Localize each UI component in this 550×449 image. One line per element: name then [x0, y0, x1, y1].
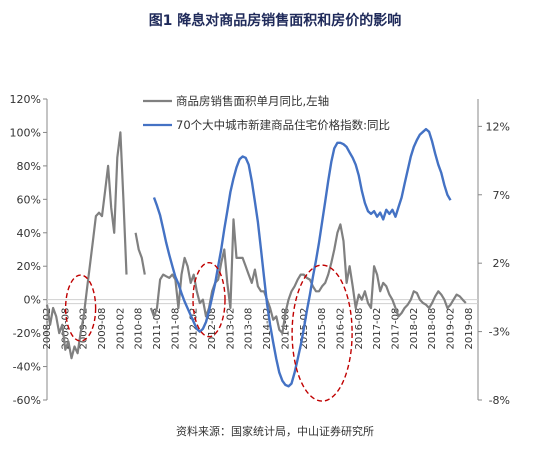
highlight-circle-2 — [192, 261, 226, 338]
right-tick-label: 2% — [493, 257, 510, 270]
x-tick-label: 2008-08 — [60, 308, 71, 350]
sales-series-line — [45, 131, 467, 360]
right-tick-label: -3% — [489, 326, 510, 339]
left-tick-label: 20% — [17, 260, 41, 273]
left-tick-label: 0% — [24, 294, 41, 307]
x-tick-label: 2017-08 — [390, 308, 401, 350]
x-tick-label: 2014-02 — [262, 308, 273, 350]
x-tick-label: 2017-02 — [372, 308, 383, 350]
legend: 商品房销售面积单月同比,左轴 70个大中城市新建商品住宅价格指数:同比 — [143, 94, 390, 132]
x-tick-label: 2009-02 — [79, 308, 90, 350]
x-tick-label: 2014-08 — [280, 308, 291, 350]
x-tick-label: 2009-08 — [97, 308, 108, 350]
x-tick-label: 2013-08 — [244, 308, 255, 350]
axes: -60% -40% -20% 0% 20% 40% 60% 80% 100% 120% -8% -3%… — [10, 93, 510, 407]
price-series-line — [152, 127, 452, 388]
left-tick-label: 120% — [10, 93, 41, 106]
left-tick-label: 100% — [10, 126, 41, 139]
highlight-circle-1 — [64, 274, 97, 342]
x-tick-label: 2019-02 — [445, 308, 456, 350]
series-layer — [45, 127, 467, 388]
zero-line-band — [47, 299, 478, 305]
x-tick-label: 2008-02 — [42, 308, 53, 350]
x-tick-label: 2011-08 — [170, 308, 181, 350]
x-tick-label: 2011-02 — [152, 308, 163, 350]
x-tick-label: 2019-08 — [464, 308, 475, 350]
x-tick-label: 2018-02 — [409, 308, 420, 350]
x-tick-label: 2010-08 — [134, 308, 145, 350]
left-tick-label: -60% — [13, 394, 41, 407]
x-tick-label: 2010-02 — [115, 308, 126, 350]
x-tick-label: 2016-08 — [354, 308, 365, 350]
highlight-circle-3 — [291, 264, 353, 402]
right-tick-label: -8% — [489, 394, 510, 407]
x-tick-label: 2012-02 — [189, 308, 200, 350]
x-tick-label: 2013-02 — [225, 308, 236, 350]
source-note: 资料来源：国家统计局，中山证券研究所 — [176, 425, 374, 438]
legend-price-label: 70个大中城市新建商品住宅价格指数:同比 — [176, 118, 390, 132]
right-tick-label: 12% — [486, 120, 510, 133]
x-tick-label: 2012-08 — [207, 308, 218, 350]
left-tick-label: 40% — [17, 227, 41, 240]
x-tick-label: 2016-02 — [335, 308, 346, 350]
left-tick-label: -40% — [13, 361, 41, 374]
figure-title: 图1 降息对商品房销售面积和房价的影响 — [148, 13, 402, 29]
highlight-circles — [64, 261, 353, 402]
x-tick-label: 2018-08 — [427, 308, 438, 350]
x-tick-label: 2015-08 — [317, 308, 328, 350]
left-tick-label: 60% — [17, 193, 41, 206]
left-tick-label: -20% — [13, 327, 41, 340]
legend-sales-label: 商品房销售面积单月同比,左轴 — [176, 94, 329, 108]
right-tick-label: 7% — [493, 189, 510, 202]
left-tick-label: 80% — [17, 160, 41, 173]
